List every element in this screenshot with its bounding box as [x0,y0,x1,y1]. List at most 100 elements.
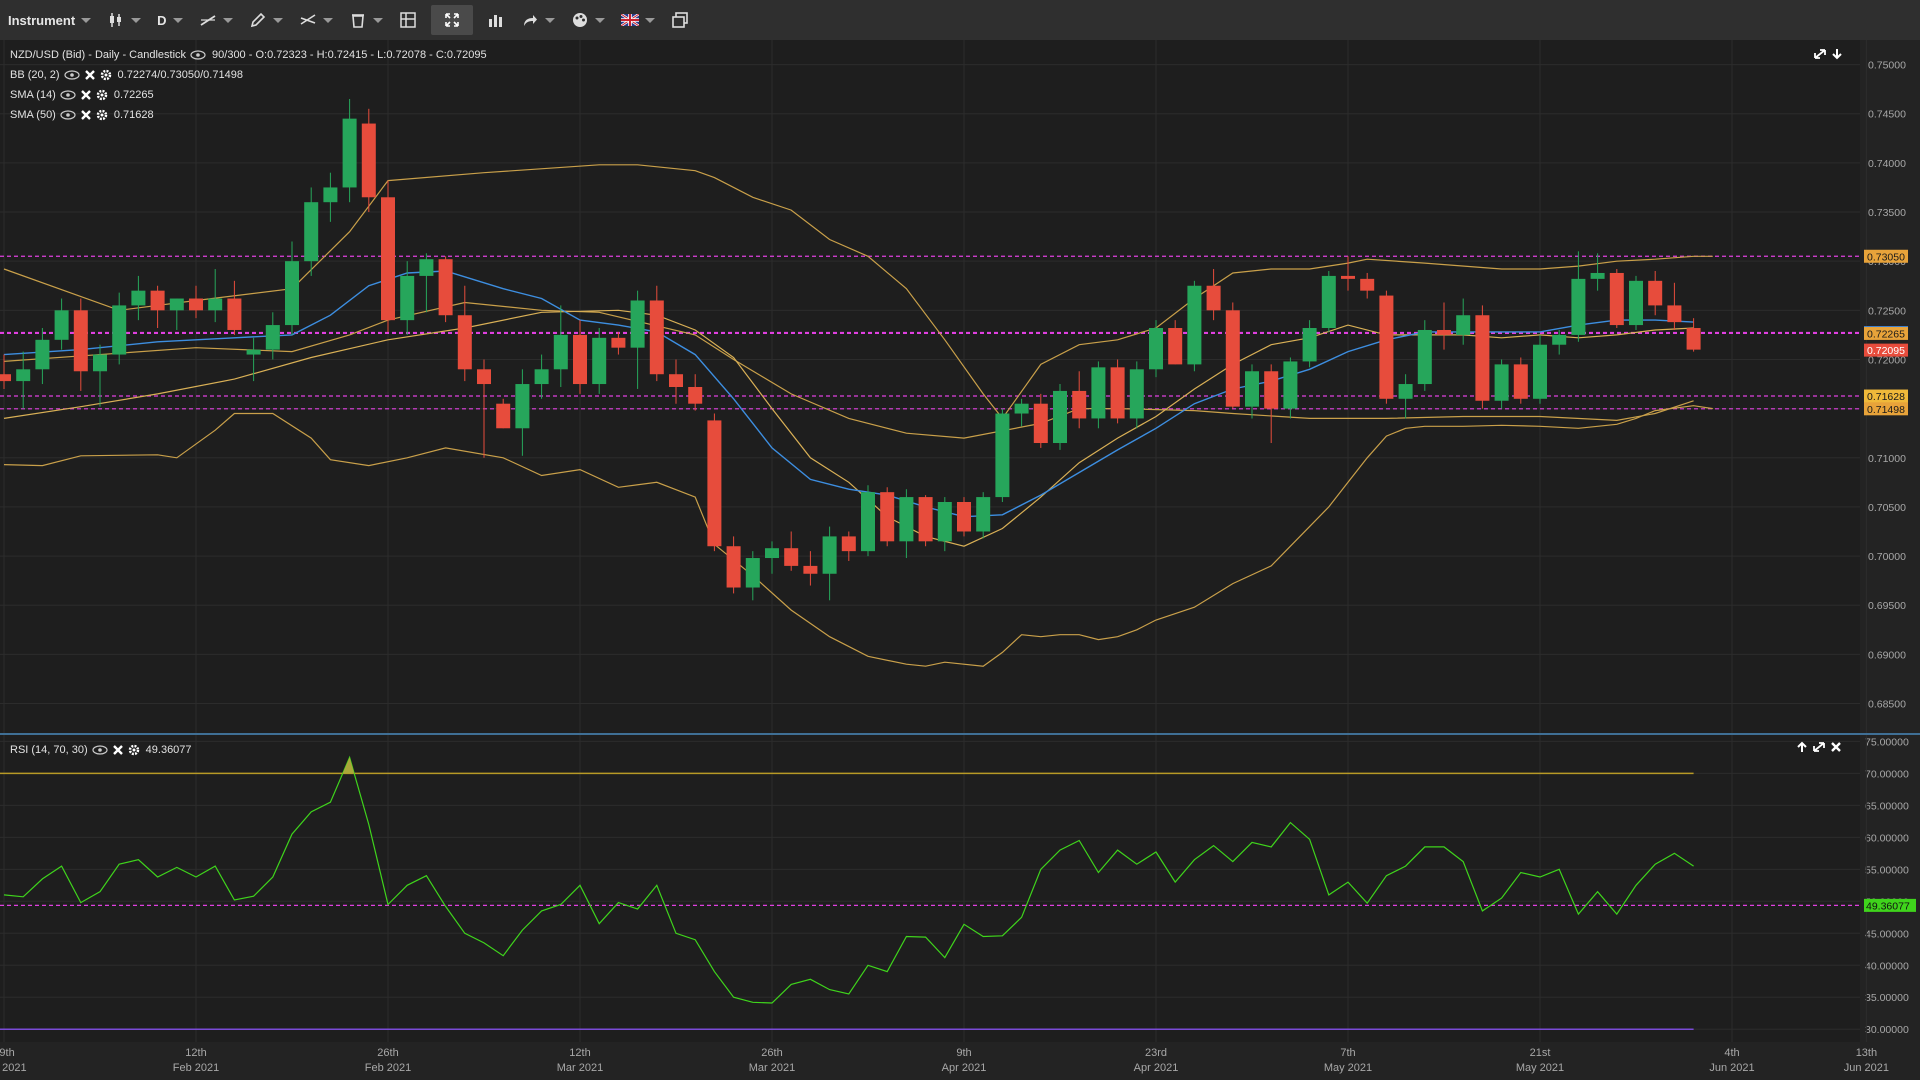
candle[interactable] [1321,271,1336,332]
candle[interactable] [73,298,88,391]
candle[interactable] [227,280,242,335]
close-icon[interactable] [1830,741,1842,753]
candle[interactable] [438,256,453,323]
candle[interactable] [1110,359,1125,424]
language-dropdown[interactable] [613,0,663,40]
candle[interactable] [169,298,184,330]
close-icon[interactable] [84,69,96,81]
rsi-pane[interactable]: 75.00000 70.00000 65.00000 60.00000 55.00000… [0,735,1920,1042]
theme-dropdown[interactable] [563,0,613,40]
line-tool-dropdown[interactable] [191,0,241,40]
candle[interactable] [1264,364,1279,444]
candle[interactable] [1590,253,1605,291]
candle[interactable] [419,253,434,313]
candle-type-dropdown[interactable] [99,0,149,40]
expand-icon[interactable] [1813,48,1827,60]
price-chart[interactable]: 0.750000.745000.740000.735000.730000.725… [0,40,1920,733]
candle[interactable] [669,359,683,404]
candle[interactable] [1053,384,1067,450]
candle[interactable] [1437,302,1451,350]
candle[interactable] [861,485,875,557]
candle[interactable] [1648,271,1663,316]
candle[interactable] [35,328,50,385]
candle[interactable] [1168,320,1183,365]
eye-icon[interactable] [60,90,76,100]
candle[interactable] [246,337,261,382]
candle[interactable] [1033,393,1048,448]
candle[interactable] [1398,374,1413,419]
candle[interactable] [323,172,338,222]
candle[interactable] [1225,302,1240,409]
candle[interactable] [592,328,607,394]
fullscreen-button[interactable] [430,5,473,35]
gear-icon[interactable] [128,744,140,756]
candle[interactable] [976,492,991,539]
candle[interactable] [285,241,299,335]
move-up-icon[interactable] [1796,741,1808,753]
candle[interactable] [1091,361,1106,429]
price-chart-pane[interactable]: 0.750000.745000.740000.735000.730000.725… [0,40,1920,733]
candle[interactable] [400,261,415,335]
candle[interactable] [1072,371,1087,429]
candle[interactable] [54,298,69,350]
eye-icon[interactable] [190,50,206,60]
candle[interactable] [496,398,511,429]
close-icon[interactable] [80,109,92,121]
candle[interactable] [189,285,203,319]
drawing-tools-dropdown[interactable] [291,0,341,40]
indicators-button[interactable] [479,0,513,40]
candle[interactable] [381,180,395,332]
candle[interactable] [93,344,107,407]
expand-icon[interactable] [1812,741,1826,753]
candle[interactable] [1475,305,1490,409]
candle[interactable] [918,495,933,547]
candle[interactable] [131,275,146,321]
candle[interactable] [1609,269,1624,329]
candle[interactable] [342,98,357,203]
candle[interactable] [899,489,914,559]
candle[interactable] [16,351,31,409]
candle[interactable] [880,487,895,547]
share-dropdown[interactable] [513,0,563,40]
candle[interactable] [265,312,280,360]
candle[interactable] [726,536,741,594]
pencil-dropdown[interactable] [241,0,291,40]
gear-icon[interactable] [96,89,108,101]
window-button[interactable] [663,0,697,40]
candle[interactable] [534,354,549,399]
candle[interactable] [707,413,722,552]
candle[interactable] [1129,361,1144,429]
time-axis[interactable]: 29th Jan 2021 12th Feb 2021 26th Feb 2021 12th… [0,1042,1920,1080]
candle[interactable] [1629,275,1643,330]
candle[interactable] [1571,251,1586,342]
layout-button[interactable] [391,0,425,40]
candle[interactable] [765,541,779,574]
candle[interactable] [1456,298,1471,345]
trash-dropdown[interactable] [341,0,391,40]
candle[interactable] [150,285,165,329]
eye-icon[interactable] [60,110,76,120]
gear-icon[interactable] [100,69,112,81]
candle[interactable] [1283,357,1298,419]
candle[interactable] [1206,269,1221,321]
candle[interactable] [745,551,760,601]
candle[interactable] [1494,359,1509,409]
candle[interactable] [630,290,645,389]
candle[interactable] [1302,320,1317,368]
candle[interactable] [361,108,376,213]
candle[interactable] [649,285,664,382]
candle[interactable] [611,331,626,355]
timeframe-dropdown[interactable]: D [149,0,190,40]
candle[interactable] [937,497,952,552]
instrument-dropdown[interactable]: Instrument [0,0,99,40]
close-icon[interactable] [80,89,92,101]
candle[interactable] [803,551,818,586]
candle[interactable] [573,320,587,394]
candle[interactable] [1360,272,1375,299]
gear-icon[interactable] [96,109,108,121]
candle[interactable] [1686,318,1701,352]
candle[interactable] [1379,290,1394,404]
candle[interactable] [1149,320,1163,378]
candle[interactable] [1187,280,1202,372]
eye-icon[interactable] [63,70,80,80]
